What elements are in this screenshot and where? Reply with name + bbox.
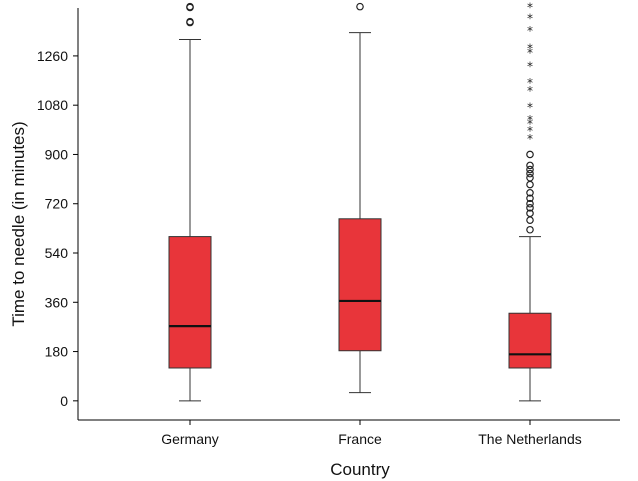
y-axis-ticks: 0 180 360 540 720 900 1080 1260 [37,48,78,409]
y-tick-label: 540 [45,245,69,261]
y-tick-label: 360 [45,294,69,310]
outlier-star: * [527,117,533,131]
outlier-circle [526,165,534,174]
outlier-star: * [527,84,533,98]
outlier-circle [526,150,534,159]
outlier-star: * [527,76,533,90]
box-group [168,2,212,402]
box-group: ************* [508,1,552,402]
outlier-star: * [527,12,533,26]
outlier-circle [526,180,534,189]
outlier-circle [356,2,364,11]
outlier-star: * [527,46,533,60]
outlier-circle [526,216,534,224]
outlier-circle [526,188,534,197]
x-tick-label: Germany [161,431,219,447]
outlier-star: * [527,24,533,38]
y-tick-label: 720 [45,196,69,212]
y-tick-label: 180 [45,344,69,360]
x-axis-ticks: Germany France The Netherlands [161,420,582,447]
y-tick-label: 0 [60,393,68,409]
box-iqr [168,236,212,369]
outlier-star: * [527,113,533,127]
outlier-circle [526,161,534,170]
box-iqr [338,218,382,352]
box-iqr [508,312,552,369]
outlier-star: * [527,132,533,146]
y-tick-label: 1260 [37,48,68,64]
outlier-star: * [527,1,533,15]
outlier-circle [526,225,534,234]
x-tick-label: The Netherlands [478,431,582,447]
outlier-circle [526,209,534,218]
y-tick-label: 900 [45,146,69,162]
outlier-circle [186,18,194,27]
outlier-circle [526,173,534,182]
plot-area: ************* [168,1,552,402]
outlier-star: * [527,59,533,73]
outlier-circle [526,169,534,178]
outlier-circle [186,3,194,12]
outlier-star: * [527,42,533,56]
outlier-circle [526,194,534,203]
outlier-star: * [527,124,533,138]
y-axis-title: Time to needle (in minutes) [9,121,28,326]
outlier-star: * [527,101,533,115]
box-group [338,2,382,394]
x-axis-title: Country [330,460,390,479]
outlier-circle [526,199,534,208]
y-tick-label: 1080 [37,97,68,113]
outlier-circle [526,204,534,212]
x-tick-label: France [338,431,382,447]
